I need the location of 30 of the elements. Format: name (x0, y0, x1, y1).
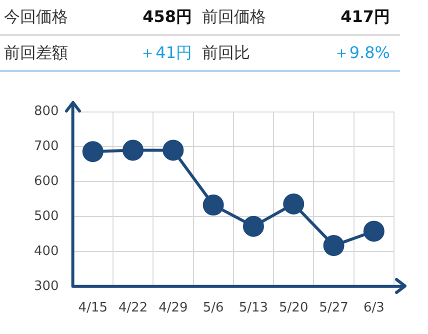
point (202, 194, 224, 216)
x-tick-label: 5/13 (238, 300, 268, 316)
point (283, 193, 304, 214)
point (122, 140, 144, 161)
text: ＋41円 (138, 42, 193, 64)
text: ＋9.8% (332, 42, 391, 64)
text: 前回差額 (3, 42, 69, 64)
x-tick-label: 4/15 (78, 300, 108, 316)
x-tick-label: 5/6 (202, 300, 224, 316)
y-tick-label: 400 (34, 244, 59, 259)
point (242, 216, 264, 237)
text: 417円 (340, 6, 391, 28)
y-tick-label: 600 (34, 174, 59, 190)
y-tick-label: 300 (34, 278, 59, 294)
point (82, 141, 104, 162)
text: 今回価格 (3, 6, 69, 28)
x-tick-label: 5/20 (279, 300, 308, 316)
text: 前回比 (202, 42, 251, 64)
point (162, 140, 184, 161)
x-tick-label: 4/29 (158, 300, 188, 316)
y-tick-label: 800 (34, 104, 59, 120)
point (323, 235, 344, 256)
x-tick-label: 5/27 (319, 300, 348, 316)
x-tick-label: 6/3 (363, 300, 384, 316)
y-tick-label: 500 (34, 208, 59, 224)
text: 前回価格 (202, 6, 267, 28)
x-tick-label: 4/22 (118, 300, 148, 316)
point (363, 220, 384, 242)
y-tick-label: 700 (34, 139, 59, 154)
text: 458円 (142, 6, 193, 28)
